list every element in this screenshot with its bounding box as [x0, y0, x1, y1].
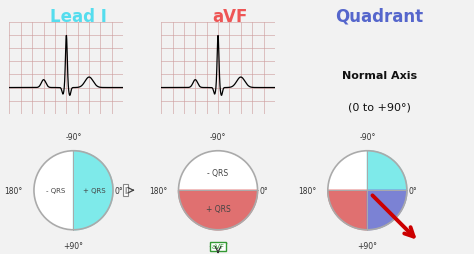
Circle shape	[328, 151, 407, 230]
Polygon shape	[73, 151, 113, 230]
Text: 180°: 180°	[5, 186, 23, 195]
Wedge shape	[367, 190, 407, 230]
Text: 180°: 180°	[299, 186, 317, 195]
Text: Normal Axis: Normal Axis	[342, 71, 417, 81]
Text: -90°: -90°	[65, 132, 82, 141]
Text: +90°: +90°	[64, 241, 83, 250]
Text: 0°: 0°	[409, 186, 418, 195]
Text: 180°: 180°	[149, 186, 167, 195]
Text: I: I	[125, 186, 127, 195]
Text: (0 to +90°): (0 to +90°)	[348, 102, 410, 112]
Text: - QRS: - QRS	[46, 187, 65, 194]
Text: 0°: 0°	[260, 186, 268, 195]
Circle shape	[179, 151, 257, 230]
Text: +90°: +90°	[208, 241, 228, 250]
Text: + QRS: + QRS	[206, 204, 230, 213]
Text: -90°: -90°	[210, 132, 226, 141]
Text: 0°: 0°	[115, 186, 124, 195]
Polygon shape	[179, 190, 257, 230]
Text: aVF: aVF	[211, 243, 225, 249]
Text: Lead I: Lead I	[50, 8, 107, 26]
Text: +90°: +90°	[357, 241, 377, 250]
Wedge shape	[367, 151, 407, 190]
Text: - QRS: - QRS	[208, 168, 228, 177]
Text: -90°: -90°	[359, 132, 375, 141]
Circle shape	[34, 151, 113, 230]
Text: Quadrant: Quadrant	[335, 8, 423, 26]
Wedge shape	[328, 190, 367, 230]
Text: + QRS: + QRS	[82, 187, 105, 194]
Text: aVF: aVF	[212, 8, 247, 26]
